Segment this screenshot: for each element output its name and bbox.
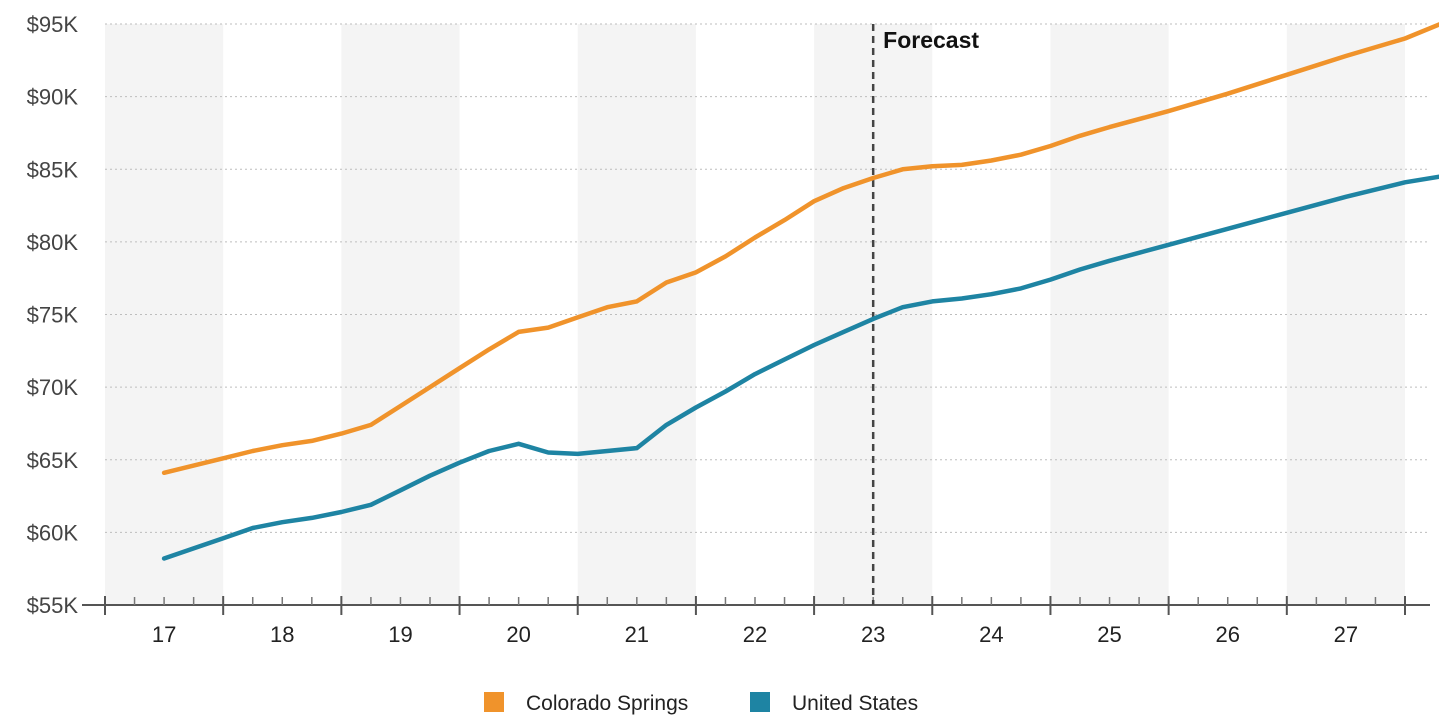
y-tick-label: $75K <box>27 303 79 328</box>
y-tick-label: $95K <box>27 12 79 37</box>
x-tick-label: 21 <box>625 622 649 647</box>
x-tick-label: 19 <box>388 622 412 647</box>
x-tick-label: 23 <box>861 622 885 647</box>
forecast-marker: Forecast <box>871 24 979 605</box>
year-band-17 <box>105 24 224 605</box>
forecast-label: Forecast <box>883 27 979 53</box>
y-tick-label: $90K <box>27 85 79 110</box>
x-tick-label: 26 <box>1215 622 1239 647</box>
x-tick-label: 25 <box>1097 622 1121 647</box>
legend: Colorado Springs United States <box>484 692 918 715</box>
legend-swatch-colorado-springs <box>484 692 504 712</box>
y-tick-label: $60K <box>27 520 79 545</box>
legend-label-colorado-springs: Colorado Springs <box>526 692 688 715</box>
y-tick-label: $55K <box>27 593 79 618</box>
series-line-united-states <box>161 174 1439 561</box>
x-tick-label: 20 <box>506 622 530 647</box>
y-tick-label: $80K <box>27 230 79 255</box>
x-tick-label: 17 <box>152 622 176 647</box>
series-lines <box>161 22 1439 561</box>
y-tick-label: $70K <box>27 375 79 400</box>
x-tick-label: 22 <box>743 622 767 647</box>
legend-label-united-states: United States <box>792 692 918 715</box>
y-gridlines <box>105 23 1430 533</box>
legend-swatch-united-states <box>750 692 770 712</box>
x-tick-label: 18 <box>270 622 294 647</box>
y-tick-label: $85K <box>27 157 79 182</box>
x-axis: 17 18 19 20 21 22 23 24 25 26 27 <box>82 596 1430 647</box>
x-tick-label: 24 <box>979 622 1003 647</box>
series-line-colorado-springs <box>161 22 1439 476</box>
y-tick-label: $65K <box>27 448 79 473</box>
x-tick-label: 27 <box>1334 622 1358 647</box>
y-axis-ticks: $55K $60K $65K $70K $75K $80K $85K $90K $95K <box>27 12 79 618</box>
